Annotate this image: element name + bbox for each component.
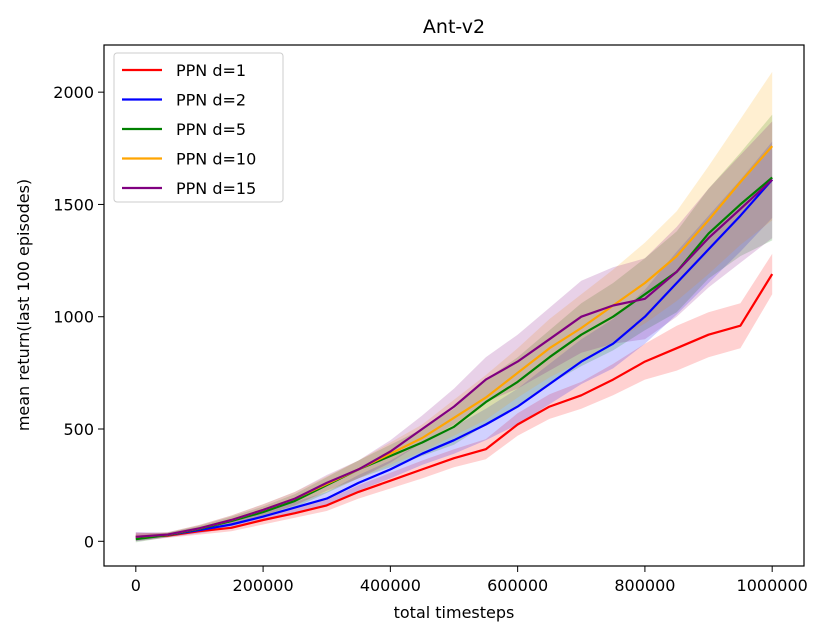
band-ppn-d-15: [135, 121, 773, 541]
series-line-ppn-d-1: [135, 273, 774, 538]
y-tick-label: 1000: [53, 308, 94, 327]
legend-label: PPN d=5: [176, 120, 246, 139]
y-axis-label: mean return(last 100 episodes): [14, 179, 33, 431]
legend-label: PPN d=1: [176, 61, 246, 80]
series-line-ppn-d-2: [135, 178, 774, 538]
confidence-bands: [135, 71, 773, 543]
chart-title: Ant-v2: [423, 16, 485, 38]
plot-frame: [103, 44, 805, 567]
legend-label: PPN d=2: [176, 91, 246, 110]
legend-label: PPN d=15: [176, 179, 256, 198]
x-tick-label: 1000000: [737, 576, 808, 595]
x-tick-label: 400000: [360, 576, 421, 595]
x-axis-label: total timesteps: [394, 603, 515, 622]
legend-box: [113, 52, 284, 203]
band-ppn-d-5: [135, 114, 773, 543]
y-axis: 0 500 1000 1500 2000: [53, 83, 104, 551]
y-tick-label: 1500: [53, 195, 94, 214]
y-tick-label: 2000: [53, 83, 94, 102]
series-line-ppn-d-5: [135, 176, 773, 541]
series-line-ppn-d-15: [135, 178, 773, 538]
x-axis: 0 200000 400000 600000 800000 1000000: [131, 566, 808, 595]
series-lines: [135, 145, 774, 541]
y-tick-label: 500: [63, 420, 94, 439]
x-tick-label: 0: [131, 576, 141, 595]
x-tick-label: 800000: [614, 576, 675, 595]
legend-label: PPN d=10: [176, 150, 256, 169]
band-ppn-d-10: [135, 71, 773, 541]
x-tick-label: 200000: [233, 576, 294, 595]
legend: PPN d=1 PPN d=2 PPN d=5 PPN d=10 PPN d=15: [113, 52, 284, 203]
y-tick-label: 0: [84, 532, 94, 551]
x-tick-label: 600000: [487, 576, 548, 595]
band-ppn-d-2: [135, 141, 773, 542]
